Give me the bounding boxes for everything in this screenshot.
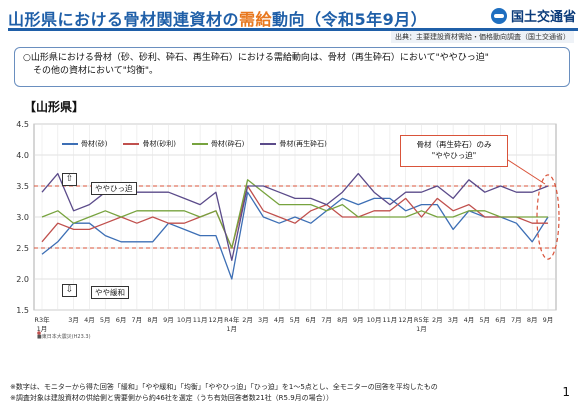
x-tick-label: 4月 — [274, 316, 285, 324]
ministry-emblem-icon — [490, 7, 507, 24]
legend-label: 骨材(砂利) — [142, 140, 176, 148]
legend-item-gravel: 骨材(砂利) — [123, 139, 176, 149]
series-line — [41, 191, 549, 280]
highlight-ellipse — [536, 174, 560, 260]
earthquake-note: ■東日本大震災(H23.3) — [37, 334, 91, 340]
legend-item-crushed: 骨材(砕石) — [191, 139, 245, 149]
title-highlight: 需給 — [239, 10, 273, 29]
x-tick-label: 8月 — [147, 316, 158, 324]
legend-swatch — [123, 143, 140, 145]
footnote-1: ※数字は、モニターから得た回答「緩和」「やや緩和」「均衡」「ややひっ迫」「ひっ迫… — [10, 383, 438, 391]
legend-label: 骨材(砕石) — [210, 140, 245, 148]
x-tick-label: R3年 — [34, 315, 50, 324]
x-tick-label: 5月 — [100, 316, 111, 324]
summary-line-2: その他の資材において"均衡"。 — [33, 66, 159, 76]
x-tick-label: 7月 — [132, 316, 143, 324]
y-tick-label: 1.5 — [16, 306, 29, 315]
y-tick-label: 4.5 — [16, 120, 29, 129]
x-tick-label: 6月 — [305, 316, 316, 324]
x-tick-label: R4年 — [224, 315, 240, 324]
x-tick-label: 6月 — [116, 316, 127, 324]
x-tick-label-2: 1月 — [416, 325, 427, 333]
x-tick-label: 3月 — [68, 316, 79, 324]
series-line — [41, 179, 548, 249]
loose-label: やや緩和 — [91, 286, 129, 299]
x-tick-label: 5月 — [479, 316, 490, 324]
x-tick-label: 10月 — [177, 316, 192, 324]
x-tick-label: 9月 — [353, 316, 364, 324]
series-line — [41, 185, 548, 249]
title-suffix: 動向（令和5年9月） — [272, 10, 428, 29]
legend-item-sand: 骨材(砂) — [62, 139, 107, 149]
earthquake-marker — [37, 331, 41, 335]
x-tick-label: 8月 — [527, 316, 538, 324]
callout-arrow — [507, 159, 546, 185]
x-tick-label: R5年 — [414, 315, 430, 324]
legend-item-recycled: 骨材(再生砕石) — [260, 139, 327, 149]
x-tick-label: 6月 — [495, 316, 506, 324]
y-tick-label: 2.5 — [16, 244, 29, 253]
chart-legend: 骨材(砂) 骨材(砂利) 骨材(砕石) 骨材(再生砕石) — [62, 139, 327, 149]
x-tick-label-2: 1月 — [37, 325, 48, 333]
page-number: 1 — [562, 385, 570, 399]
x-tick-label: 8月 — [337, 316, 348, 324]
x-tick-label: 4月 — [464, 316, 475, 324]
x-tick-label: 11月 — [382, 316, 397, 324]
ministry-name: 国土交通省 — [510, 10, 576, 25]
summary-line-1: ○山形県における骨材（砂、砂利、砕石、再生砕石）における需給動向は、骨材（再生砕… — [23, 53, 489, 63]
y-tick-label: 4.0 — [16, 151, 29, 160]
y-tick-label: 2.0 — [16, 275, 29, 284]
title-divider — [8, 28, 578, 31]
x-tick-label: 2月 — [432, 316, 443, 324]
callout-line-1: 骨材（再生砕石）のみ — [416, 140, 492, 149]
legend-label: 骨材(再生砕石) — [279, 140, 327, 148]
x-tick-label: 9月 — [543, 316, 554, 324]
x-tick-label: 12月 — [398, 316, 413, 324]
x-tick-label: 7月 — [321, 316, 332, 324]
source-note: 出典：主要建設資材需給・価格動向調査（国土交通省） — [391, 31, 574, 43]
footnote-2: ※調査対象は建設資材の供給側と需要側から約46社を選定（うち有効回答者数21社（… — [10, 394, 334, 402]
legend-swatch — [260, 143, 277, 145]
page-title: 山形県における骨材関連資材の需給動向（令和5年9月） — [8, 6, 427, 30]
y-tick-label: 3.5 — [16, 182, 29, 191]
x-tick-label: 4月 — [84, 316, 95, 324]
tight-label: ややひっ迫 — [91, 182, 137, 195]
x-tick-label-2: 1月 — [226, 325, 237, 333]
x-tick-label: 2月 — [242, 316, 253, 324]
x-tick-label: 11月 — [193, 316, 208, 324]
x-tick-label: 5月 — [290, 316, 301, 324]
callout-line-2: "ややひっ迫" — [431, 151, 477, 160]
legend-label: 骨材(砂) — [81, 140, 108, 148]
x-tick-label: 9月 — [163, 316, 174, 324]
legend-swatch — [191, 143, 208, 145]
x-tick-label: 3月 — [448, 316, 459, 324]
up-arrow-icon: ⇧ — [62, 173, 77, 186]
y-tick-label: 3.0 — [16, 213, 29, 222]
x-tick-label: 7月 — [511, 316, 522, 324]
down-arrow-icon: ⇩ — [62, 284, 77, 297]
legend-swatch — [62, 143, 78, 145]
x-tick-label: 10月 — [367, 316, 382, 324]
title-text: 山形県における骨材関連資材の — [8, 10, 240, 29]
x-tick-label: 3月 — [258, 316, 269, 324]
x-tick-label: 12月 — [209, 316, 224, 324]
ministry-logo: 国土交通省 — [490, 6, 576, 25]
prefecture-label: 【山形県】 — [24, 100, 85, 114]
callout-box: 骨材（再生砕石）のみ "ややひっ迫" — [400, 135, 508, 167]
summary-box: ○山形県における骨材（砂、砂利、砕石、再生砕石）における需給動向は、骨材（再生砕… — [14, 47, 570, 87]
